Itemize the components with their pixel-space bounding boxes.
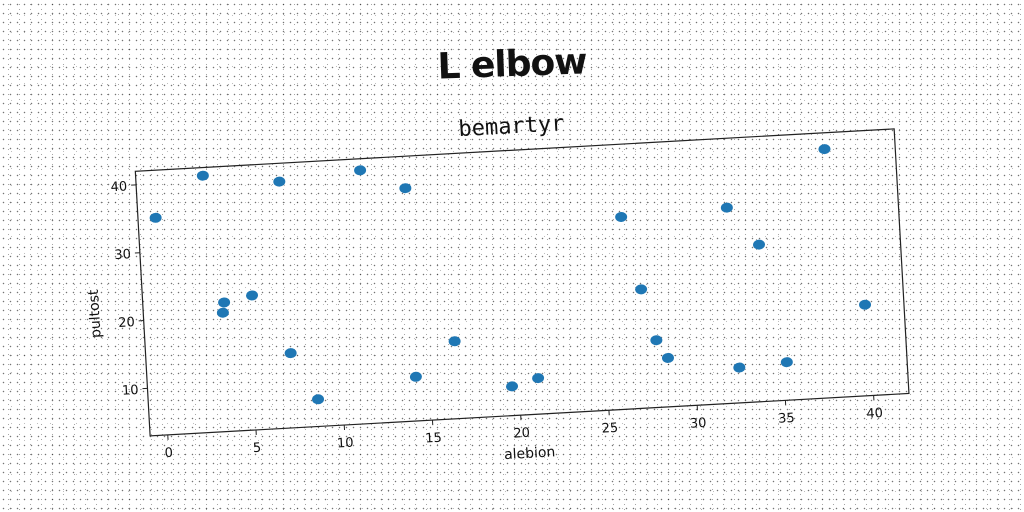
y-tick-label: 20 bbox=[118, 315, 135, 331]
y-axis-ticks: 10 20 30 40 bbox=[110, 179, 148, 399]
data-point bbox=[448, 336, 461, 347]
data-point bbox=[354, 165, 367, 176]
data-point bbox=[218, 297, 231, 308]
scatter-points bbox=[149, 144, 872, 405]
x-tick-label: 0 bbox=[164, 446, 173, 461]
y-tick-label: 30 bbox=[114, 247, 131, 263]
plot-group: bemartyr 0 5 10 15 20 25 30 35 40 10 20 30 40 alebi… bbox=[86, 111, 910, 463]
y-axis-label: pultost bbox=[86, 289, 105, 339]
data-point bbox=[859, 299, 872, 310]
chart-title: bemartyr bbox=[458, 111, 565, 142]
data-point bbox=[246, 290, 259, 301]
data-point bbox=[399, 183, 412, 194]
x-tick-label: 25 bbox=[601, 421, 618, 437]
data-point bbox=[216, 307, 229, 318]
x-axis-ticks: 0 5 10 15 20 25 30 35 40 bbox=[164, 395, 883, 461]
data-point bbox=[780, 357, 793, 368]
data-point bbox=[733, 362, 746, 373]
data-point bbox=[273, 176, 286, 187]
data-point bbox=[650, 335, 663, 346]
data-point bbox=[532, 373, 545, 384]
x-tick-label: 15 bbox=[425, 431, 442, 447]
x-tick-label: 40 bbox=[866, 406, 883, 422]
data-point bbox=[409, 371, 422, 382]
x-tick-label: 5 bbox=[252, 441, 261, 456]
data-point bbox=[753, 239, 766, 250]
x-tick-label: 35 bbox=[778, 411, 795, 427]
y-tick-label: 10 bbox=[122, 383, 139, 399]
plot-frame bbox=[134, 128, 910, 437]
data-point bbox=[615, 211, 628, 222]
data-point bbox=[196, 170, 209, 181]
x-tick-label: 10 bbox=[337, 436, 354, 452]
data-point bbox=[284, 348, 297, 359]
y-tick-label: 40 bbox=[110, 179, 127, 195]
x-axis-label: alebion bbox=[504, 444, 556, 463]
x-tick-label: 20 bbox=[513, 426, 530, 442]
data-point bbox=[661, 352, 674, 363]
data-point bbox=[506, 381, 519, 392]
data-point bbox=[149, 212, 162, 223]
data-point bbox=[635, 284, 648, 295]
data-point bbox=[720, 202, 733, 213]
data-point bbox=[312, 394, 325, 405]
data-point bbox=[818, 144, 831, 155]
x-tick-label: 30 bbox=[690, 416, 707, 432]
